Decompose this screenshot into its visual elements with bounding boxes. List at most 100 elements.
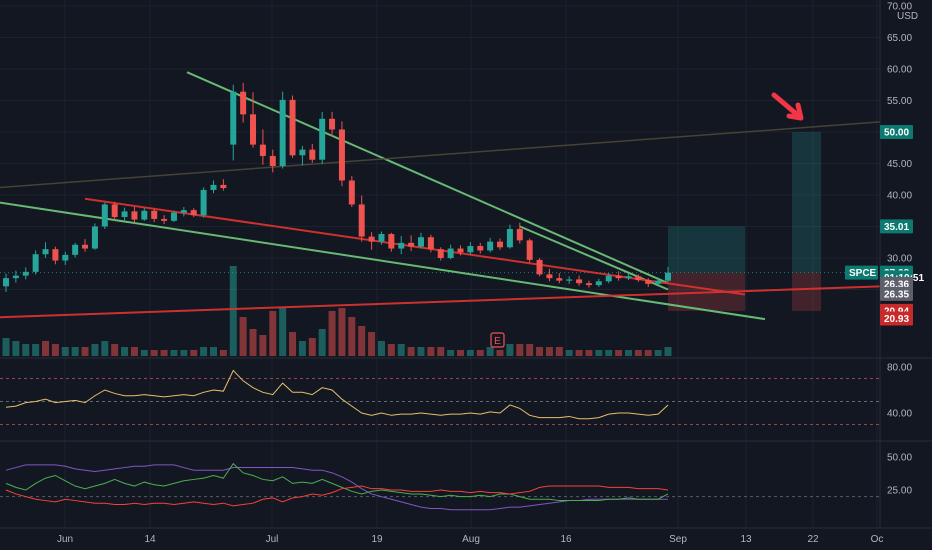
candle-body[interactable]	[250, 114, 257, 145]
candle-body[interactable]	[170, 212, 177, 221]
earnings-icon[interactable]: E	[490, 332, 505, 348]
candle-body[interactable]	[309, 149, 316, 160]
candle-body[interactable]	[437, 249, 444, 258]
price-tags: 50.0035.0127.6801:10:5126.3626.3520.9420…	[845, 125, 924, 326]
candle-body[interactable]	[289, 99, 296, 156]
volume-bar	[22, 344, 30, 356]
candle-body[interactable]	[329, 118, 336, 130]
candle-body[interactable]	[605, 275, 612, 282]
candle-body[interactable]	[645, 280, 652, 284]
candle-body[interactable]	[595, 281, 602, 286]
candle-body[interactable]	[230, 91, 237, 145]
candle-body[interactable]	[279, 99, 286, 167]
trendline[interactable]	[0, 121, 881, 189]
candle-body[interactable]	[398, 242, 405, 249]
candle-body[interactable]	[516, 229, 523, 241]
candle-body[interactable]	[180, 210, 187, 213]
candle-body[interactable]	[3, 278, 9, 287]
candle-body[interactable]	[536, 259, 543, 275]
candle-body[interactable]	[457, 248, 464, 253]
candle-body[interactable]	[200, 189, 207, 216]
candle-body[interactable]	[447, 248, 454, 258]
candle-body[interactable]	[141, 210, 148, 220]
candle-body[interactable]	[42, 249, 49, 255]
candle-body[interactable]	[131, 211, 138, 220]
candle-body[interactable]	[417, 237, 424, 247]
candle-body[interactable]	[368, 236, 375, 242]
candle-body[interactable]	[467, 246, 474, 253]
trendline[interactable]	[0, 285, 881, 319]
candle-body[interactable]	[556, 278, 563, 281]
volume-bar	[427, 347, 435, 356]
volume-bar	[457, 350, 465, 356]
trendline[interactable]	[0, 201, 766, 321]
trendline[interactable]	[186, 71, 669, 285]
candle-body[interactable]	[12, 275, 19, 279]
volume-bar	[447, 350, 455, 356]
candle-body[interactable]	[358, 204, 365, 237]
volume-bar	[516, 344, 524, 356]
candle-body[interactable]	[585, 283, 592, 286]
candle-body[interactable]	[378, 234, 385, 242]
volume-bar	[32, 344, 40, 356]
candle-body[interactable]	[546, 274, 553, 279]
dmi-pane	[0, 462, 880, 511]
candle-body[interactable]	[408, 242, 415, 247]
candle-body[interactable]	[269, 155, 276, 167]
candle-body[interactable]	[22, 271, 29, 276]
volume-bar	[121, 347, 129, 356]
candle-body[interactable]	[566, 279, 573, 281]
candle-body[interactable]	[497, 241, 504, 248]
candle-body[interactable]	[506, 229, 513, 248]
candlesticks[interactable]	[3, 82, 671, 293]
candle-body[interactable]	[220, 184, 227, 189]
price-tag-box	[880, 219, 913, 234]
candle-body[interactable]	[635, 276, 642, 281]
candle-body[interactable]	[615, 275, 622, 279]
candle-body[interactable]	[576, 279, 583, 284]
candle-body[interactable]	[388, 234, 395, 249]
candle-body[interactable]	[91, 226, 98, 249]
volume-bar	[595, 350, 603, 356]
volume-bar	[81, 347, 89, 356]
candle-body[interactable]	[32, 254, 39, 272]
candle-body[interactable]	[338, 129, 345, 181]
time-tick-label: Jul	[266, 534, 279, 545]
time-tick-label: 19	[371, 534, 383, 545]
candle-body[interactable]	[72, 244, 79, 255]
candle-body[interactable]	[665, 272, 671, 281]
candle-body[interactable]	[259, 144, 266, 156]
candle-body[interactable]	[161, 218, 168, 221]
position-zones	[0, 132, 880, 311]
volume-bar	[180, 350, 188, 356]
candle-body[interactable]	[101, 204, 108, 227]
rsi-line	[5, 369, 669, 420]
candle-body[interactable]	[52, 249, 59, 261]
candle-body[interactable]	[240, 91, 247, 115]
volume-bar	[200, 347, 208, 356]
rsi-tick-label: 80.00	[887, 363, 912, 374]
candle-body[interactable]	[190, 210, 197, 216]
candle-body[interactable]	[121, 211, 128, 218]
candle-body[interactable]	[477, 246, 484, 251]
candle-body[interactable]	[625, 276, 632, 279]
candle-body[interactable]	[210, 184, 217, 190]
volume-bar	[259, 335, 267, 356]
candle-body[interactable]	[427, 237, 434, 250]
candle-body[interactable]	[487, 241, 494, 251]
candle-body[interactable]	[348, 180, 355, 205]
candle-body[interactable]	[319, 118, 326, 160]
volume-bar	[387, 344, 395, 356]
price-tag-box	[880, 311, 913, 326]
candle-body[interactable]	[111, 204, 118, 218]
candle-body[interactable]	[82, 244, 89, 249]
candle-body[interactable]	[655, 280, 662, 284]
candle-body[interactable]	[151, 210, 158, 219]
candle-body[interactable]	[299, 149, 306, 156]
volume-bar	[91, 344, 99, 356]
volume-bar	[12, 341, 20, 356]
candle-body[interactable]	[526, 240, 533, 260]
volume-bar	[615, 350, 623, 356]
candle-body[interactable]	[62, 254, 69, 261]
